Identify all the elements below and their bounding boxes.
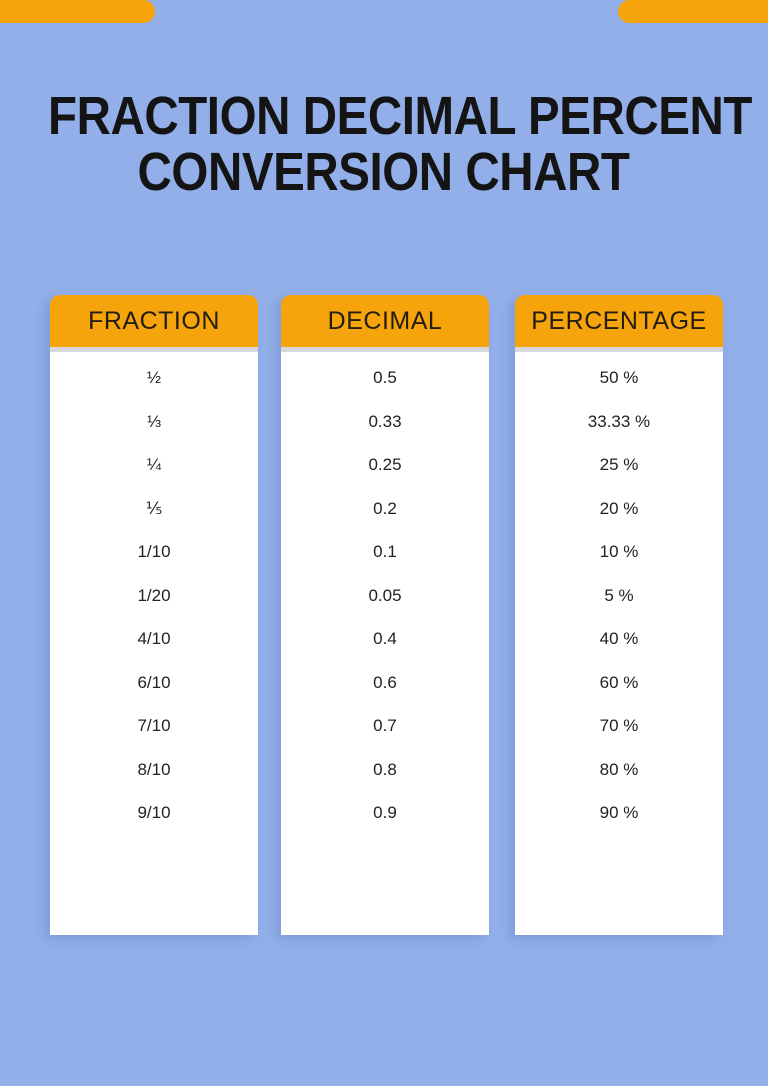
decimal-cell: 0.8 (373, 759, 397, 779)
decimal-column-header: DECIMAL (281, 295, 489, 347)
decimal-cell: 0.4 (373, 629, 397, 648)
fraction-column-header: FRACTION (50, 295, 258, 347)
fraction-cell: 1/20 (137, 585, 171, 605)
page-title-line-1: FRACTION DECIMAL PERCENT (48, 86, 753, 146)
fraction-cell: ¼ (146, 455, 162, 474)
percentage-cell: 40 % (599, 629, 639, 648)
decimal-cell: 0.2 (373, 498, 397, 518)
percentage-cell: 10 % (599, 542, 639, 561)
percentage-cell: 60 % (599, 672, 639, 692)
page-title: FRACTION DECIMAL PERCENT CONVERSION CHAR… (0, 88, 768, 200)
decimal-cell: 0.5 (373, 368, 397, 387)
fraction-cell: ½ (146, 368, 162, 387)
percentage-column-body: 50 % 33.33 % 25 % 20 % 10 % 5 % 40 % 60 … (515, 352, 723, 935)
decimal-cell: 0.25 (368, 455, 402, 474)
decimal-cell: 0.6 (373, 672, 397, 692)
decimal-cell: 0.1 (373, 542, 397, 561)
decimal-cell: 0.9 (373, 803, 397, 822)
top-right-accent-bar (618, 0, 768, 23)
percentage-column-divider (515, 347, 723, 352)
fraction-cell: 4/10 (137, 629, 171, 648)
percentage-cell: 70 % (599, 716, 639, 735)
percentage-cell: 33.33 % (587, 411, 651, 431)
percentage-cell: 50 % (599, 368, 639, 387)
percentage-cell: 80 % (599, 759, 639, 779)
fraction-cell: 8/10 (137, 759, 171, 779)
decimal-cell: 0.7 (373, 716, 397, 735)
fraction-cell: 1/10 (137, 542, 171, 561)
percentage-cell: 20 % (599, 498, 639, 518)
percentage-column: PERCENTAGE 50 % 33.33 % 25 % 20 % 10 % 5… (515, 295, 723, 935)
fraction-column-divider (50, 347, 258, 352)
decimal-column: DECIMAL 0.5 0.33 0.25 0.2 0.1 0.05 0.4 0… (281, 295, 489, 935)
percentage-cell: 90 % (599, 803, 639, 822)
percentage-cell: 5 % (604, 585, 634, 605)
decimal-column-divider (281, 347, 489, 352)
percentage-cell: 25 % (599, 455, 639, 474)
decimal-cell: 0.05 (368, 585, 402, 605)
decimal-column-body: 0.5 0.33 0.25 0.2 0.1 0.05 0.4 0.6 0.7 0… (281, 352, 489, 935)
fraction-column-body: ½ ⅓ ¼ ⅕ 1/10 1/20 4/10 6/10 7/10 8/10 9/… (50, 352, 258, 935)
fraction-cell: ⅓ (146, 411, 162, 431)
decimal-cell: 0.33 (368, 411, 402, 431)
page-title-line-2: CONVERSION CHART (138, 142, 630, 202)
percentage-column-header: PERCENTAGE (515, 295, 723, 347)
fraction-column: FRACTION ½ ⅓ ¼ ⅕ 1/10 1/20 4/10 6/10 7/1… (50, 295, 258, 935)
fraction-cell: ⅕ (145, 498, 163, 518)
fraction-cell: 7/10 (137, 716, 171, 735)
fraction-cell: 9/10 (137, 803, 171, 822)
top-left-accent-bar (0, 0, 155, 23)
fraction-cell: 6/10 (137, 672, 171, 692)
